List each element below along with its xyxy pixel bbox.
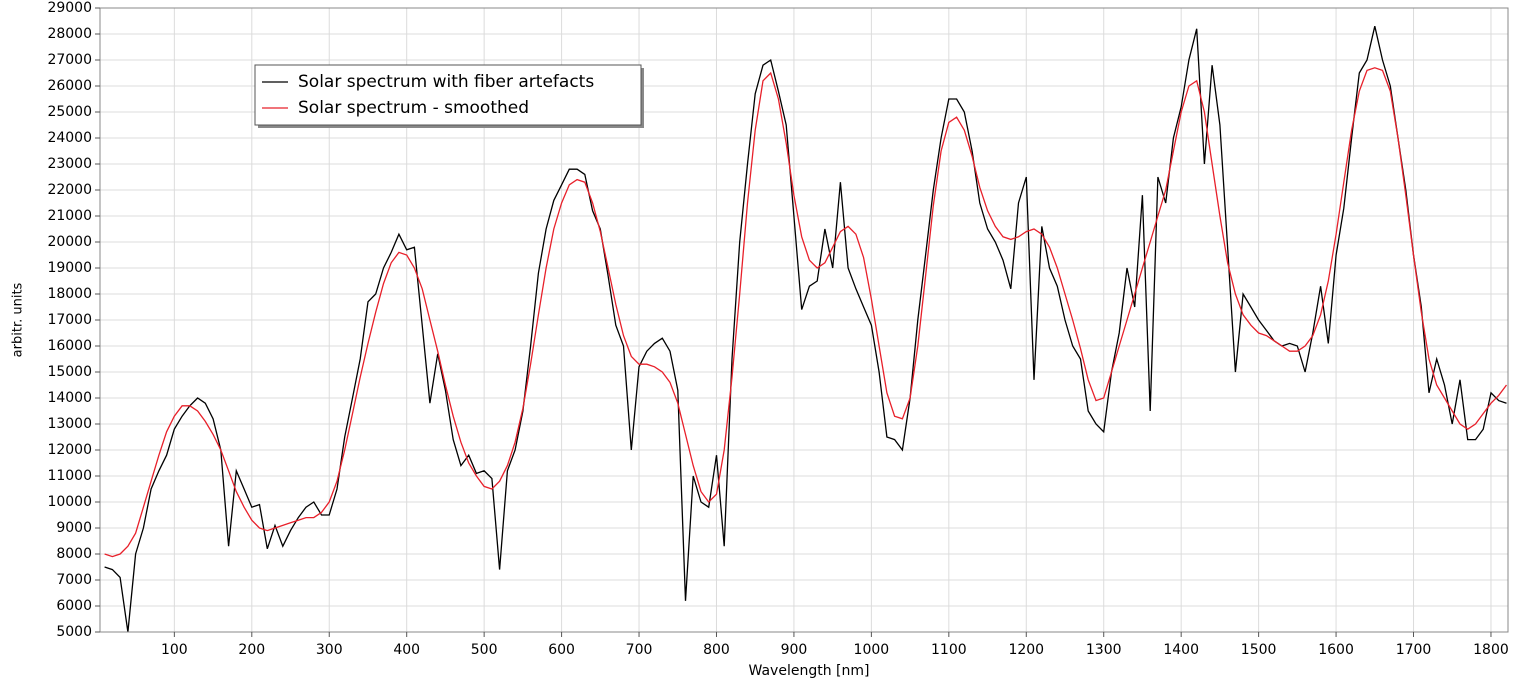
legend-box: [254, 64, 642, 126]
y-tick-label: 29000: [47, 0, 92, 16]
legend: Solar spectrum with fiber artefacts Solar…: [254, 64, 644, 128]
x-tick-label: 800: [703, 642, 730, 658]
x-tick-label: 900: [781, 642, 808, 658]
y-tick-label: 9000: [56, 520, 92, 536]
y-tick-label: 15000: [47, 364, 92, 380]
x-tick-label: 1200: [1008, 642, 1044, 658]
y-tick-label: 20000: [47, 234, 92, 250]
y-tick-label: 27000: [47, 52, 92, 68]
x-tick-label: 700: [626, 642, 653, 658]
x-tick-label: 600: [548, 642, 575, 658]
x-tick-label: 1300: [1086, 642, 1122, 658]
x-tick-label: 1500: [1241, 642, 1277, 658]
y-tick-label: 16000: [47, 338, 92, 354]
y-tick-label: 7000: [56, 572, 92, 588]
y-tick-label: 10000: [47, 494, 92, 510]
x-tick-label: 200: [238, 642, 265, 658]
x-axis-label: Wavelength [nm]: [749, 663, 870, 679]
y-tick-label: 17000: [47, 312, 92, 328]
series-line: [104, 67, 1508, 558]
y-tick-label: 18000: [47, 286, 92, 302]
x-tick-label: 300: [316, 642, 343, 658]
y-tick-label: 26000: [47, 78, 92, 94]
y-tick-label: 13000: [47, 416, 92, 432]
x-tick-label: 1100: [931, 642, 967, 658]
y-tick-label: 11000: [47, 468, 92, 484]
y-tick-label: 22000: [47, 182, 92, 198]
x-tick-label: 1400: [1163, 642, 1199, 658]
y-tick-label: 25000: [47, 104, 92, 120]
y-tick-label: 28000: [47, 26, 92, 42]
y-tick-label: 8000: [56, 546, 92, 562]
y-tick-label: 12000: [47, 442, 92, 458]
y-tick-label: 24000: [47, 130, 92, 146]
legend-label: Solar spectrum with fiber artefacts: [298, 72, 594, 92]
x-tick-label: 500: [471, 642, 498, 658]
y-tick-label: 6000: [56, 598, 92, 614]
y-tick-label: 5000: [56, 624, 92, 640]
x-tick-label: 1600: [1318, 642, 1354, 658]
x-tick-label: 1000: [854, 642, 890, 658]
x-tick-label: 1700: [1396, 642, 1432, 658]
y-tick-label: 19000: [47, 260, 92, 276]
plot: [104, 26, 1508, 633]
series-line: [104, 26, 1507, 633]
y-tick-label: 23000: [47, 156, 92, 172]
y-tick-label: 14000: [47, 390, 92, 406]
x-tick-label: 400: [393, 642, 420, 658]
y-tick-label: 21000: [47, 208, 92, 224]
x-tick-label: 100: [161, 642, 188, 658]
y-axis-label: arbitr. units: [11, 282, 26, 357]
x-tick-label: 1800: [1473, 642, 1509, 658]
legend-label: Solar spectrum - smoothed: [298, 98, 529, 118]
